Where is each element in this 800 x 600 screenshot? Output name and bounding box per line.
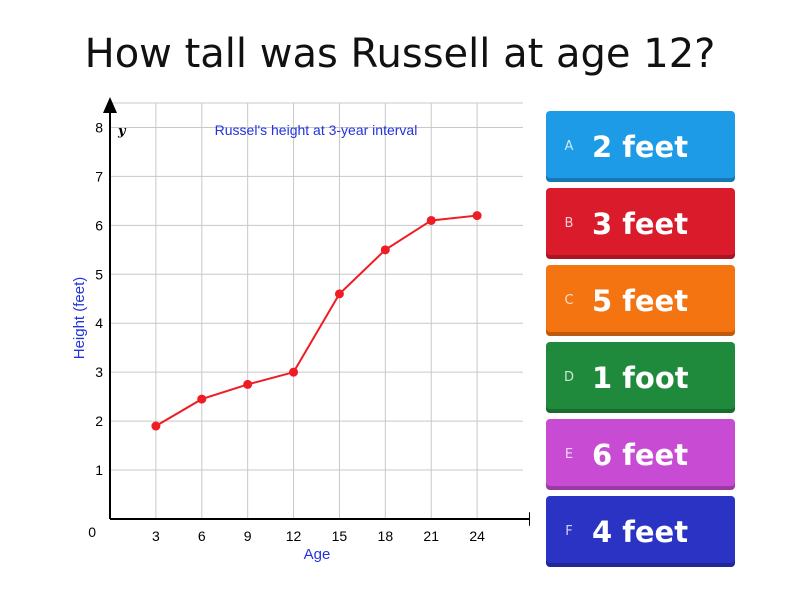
x-tick-label: 18 bbox=[378, 528, 394, 544]
y-tick-label: 7 bbox=[95, 168, 103, 184]
y-tick-label: 4 bbox=[95, 315, 103, 331]
y-axis-arrow bbox=[103, 97, 117, 113]
x-tick-label: 6 bbox=[198, 528, 206, 544]
answer-b-text: 3 feet bbox=[592, 206, 689, 241]
x-tick-label: 3 bbox=[152, 528, 160, 544]
x-tick-label: 24 bbox=[469, 528, 485, 544]
series-line bbox=[155, 214, 478, 427]
answer-a-text: 2 feet bbox=[592, 129, 689, 164]
data-point bbox=[197, 394, 207, 404]
data-point bbox=[472, 211, 482, 221]
answer-d-text: 1 foot bbox=[592, 360, 689, 395]
y-tick-label: 2 bbox=[95, 413, 103, 429]
answer-list: A 2 feet B 3 feet C 5 feet D 1 foot E 6 … bbox=[546, 111, 735, 573]
height-chart: xy3691215182124123456780Russel's height … bbox=[60, 95, 530, 575]
answer-d-button[interactable]: D 1 foot bbox=[546, 342, 735, 413]
data-point bbox=[426, 215, 436, 225]
answer-c-letter: C bbox=[564, 293, 574, 308]
y-tick-label: 1 bbox=[95, 462, 103, 478]
data-point bbox=[243, 379, 253, 389]
answer-d-letter: D bbox=[563, 370, 574, 385]
y-tick-label: 5 bbox=[95, 266, 103, 282]
answer-c-text: 5 feet bbox=[592, 283, 689, 318]
x-tick-label: 9 bbox=[244, 528, 252, 544]
y-axis-letter: y bbox=[117, 124, 127, 139]
x-tick-label: 12 bbox=[286, 528, 302, 544]
chart-title: Russel's height at 3-year interval bbox=[215, 122, 418, 138]
answer-e-button[interactable]: E 6 feet bbox=[546, 419, 735, 490]
x-tick-label: 15 bbox=[332, 528, 348, 544]
answer-b-letter: B bbox=[564, 216, 574, 231]
y-axis-title: Height (feet) bbox=[71, 277, 88, 360]
x-axis-title: Age bbox=[304, 546, 331, 563]
data-point bbox=[289, 367, 299, 377]
answer-f-text: 4 feet bbox=[592, 514, 689, 549]
data-point bbox=[151, 421, 161, 431]
answer-b-button[interactable]: B 3 feet bbox=[546, 188, 735, 259]
y-tick-label: 6 bbox=[95, 217, 103, 233]
origin-label: 0 bbox=[88, 524, 96, 540]
answer-c-button[interactable]: C 5 feet bbox=[546, 265, 735, 336]
answer-e-letter: E bbox=[564, 447, 574, 462]
data-point bbox=[380, 245, 390, 255]
x-axis-arrow bbox=[529, 512, 530, 526]
answer-f-button[interactable]: F 4 feet bbox=[546, 496, 735, 567]
answer-a-letter: A bbox=[564, 139, 574, 154]
question-title: How tall was Russell at age 12? bbox=[84, 31, 716, 77]
chart-svg: xy3691215182124123456780Russel's height … bbox=[71, 97, 530, 563]
answer-e-text: 6 feet bbox=[592, 437, 689, 472]
answer-a-button[interactable]: A 2 feet bbox=[546, 111, 735, 182]
x-tick-label: 21 bbox=[423, 528, 439, 544]
answer-f-letter: F bbox=[565, 524, 573, 539]
y-tick-label: 3 bbox=[95, 364, 103, 380]
data-point bbox=[334, 289, 344, 299]
y-tick-label: 8 bbox=[95, 119, 103, 135]
